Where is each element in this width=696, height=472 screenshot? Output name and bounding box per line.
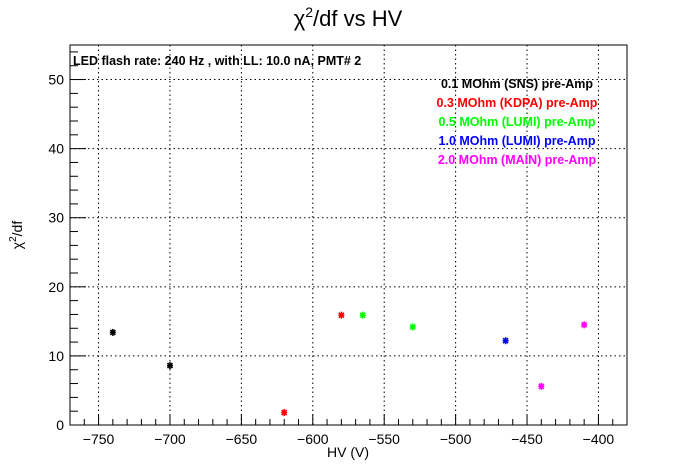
x-tick-label: −550 xyxy=(368,431,400,447)
x-tick-label: −450 xyxy=(511,431,543,447)
chart-title: χ2/df vs HV xyxy=(294,4,403,31)
x-tick-label: −400 xyxy=(583,431,615,447)
data-point xyxy=(359,311,366,319)
axis-ticks xyxy=(69,51,628,426)
data-point xyxy=(109,328,116,336)
x-tick-labels: −750 −700 −650 −600 −550 −500 −450 −400 xyxy=(83,431,615,447)
y-tick-label: 0 xyxy=(56,417,64,433)
legend-entry: 0.3 MOhm (KDPA) pre-Amp xyxy=(437,96,598,110)
legend-entry: 2.0 MOhm (MAIN) pre-Amp xyxy=(438,153,597,167)
legend: 0.1 MOhm (SNS) pre-Amp 0.3 MOhm (KDPA) pr… xyxy=(437,77,598,167)
data-point xyxy=(581,321,588,329)
y-tick-label: 10 xyxy=(48,348,64,364)
x-tick-label: −600 xyxy=(297,431,329,447)
plot-frame xyxy=(69,44,628,426)
data-point xyxy=(338,311,345,319)
data-points xyxy=(109,311,588,417)
run-annotation: LED flash rate: 240 Hz , with LL: 10.0 n… xyxy=(73,54,361,68)
grid xyxy=(70,45,627,425)
y-tick-label: 30 xyxy=(48,210,64,226)
legend-entry: 0.5 MOhm (LUMI) pre-Amp xyxy=(439,115,596,129)
x-tick-label: −500 xyxy=(440,431,472,447)
y-axis-label: χ2/df xyxy=(8,221,25,250)
x-tick-label: −650 xyxy=(226,431,258,447)
y-tick-label: 40 xyxy=(48,141,64,157)
y-tick-labels: 0 10 20 30 40 50 xyxy=(48,72,64,433)
y-tick-label: 20 xyxy=(48,279,64,295)
data-point xyxy=(502,337,509,345)
x-axis-label: HV (V) xyxy=(327,444,369,460)
y-tick-label: 50 xyxy=(48,72,64,88)
x-tick-label: −700 xyxy=(154,431,186,447)
legend-entry: 0.1 MOhm (SNS) pre-Amp xyxy=(441,77,593,91)
x-tick-label: −750 xyxy=(83,431,115,447)
data-point xyxy=(538,382,545,390)
data-point xyxy=(166,362,174,370)
legend-entry: 1.0 MOhm (LUMI) pre-Amp xyxy=(439,134,596,148)
data-point xyxy=(409,323,416,331)
data-point xyxy=(281,409,288,417)
